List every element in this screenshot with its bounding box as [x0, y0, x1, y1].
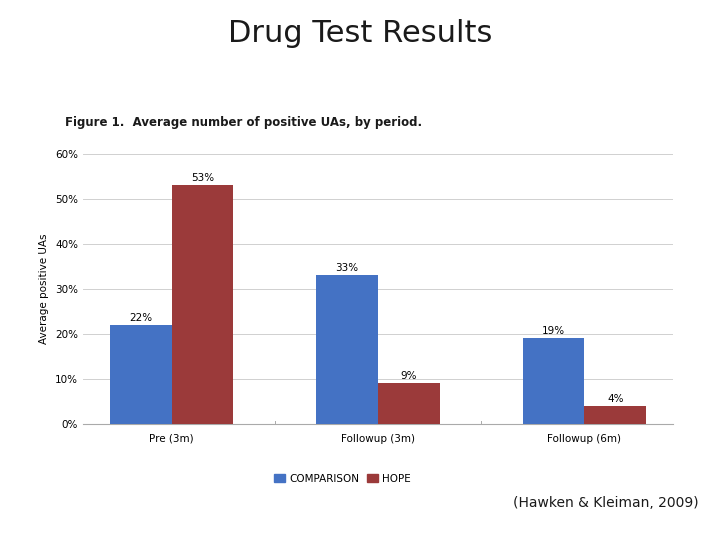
Bar [523, 339, 585, 424]
Text: 33%: 33% [336, 263, 359, 273]
Text: 22%: 22% [129, 313, 152, 322]
Bar [378, 383, 440, 424]
Text: 19%: 19% [542, 326, 565, 336]
Y-axis label: Average positive UAs: Average positive UAs [40, 234, 50, 344]
Bar [316, 275, 378, 424]
Text: 4%: 4% [607, 394, 624, 404]
Text: 9%: 9% [401, 371, 417, 381]
Bar [171, 185, 233, 424]
Text: (Hawken & Kleiman, 2009): (Hawken & Kleiman, 2009) [513, 496, 698, 510]
Bar [585, 406, 647, 424]
Legend: COMPARISON, HOPE: COMPARISON, HOPE [270, 470, 415, 488]
Bar [109, 325, 171, 424]
Text: Drug Test Results: Drug Test Results [228, 19, 492, 48]
Text: 53%: 53% [191, 173, 214, 183]
Text: Figure 1.  Average number of positive UAs, by period.: Figure 1. Average number of positive UAs… [65, 116, 422, 129]
